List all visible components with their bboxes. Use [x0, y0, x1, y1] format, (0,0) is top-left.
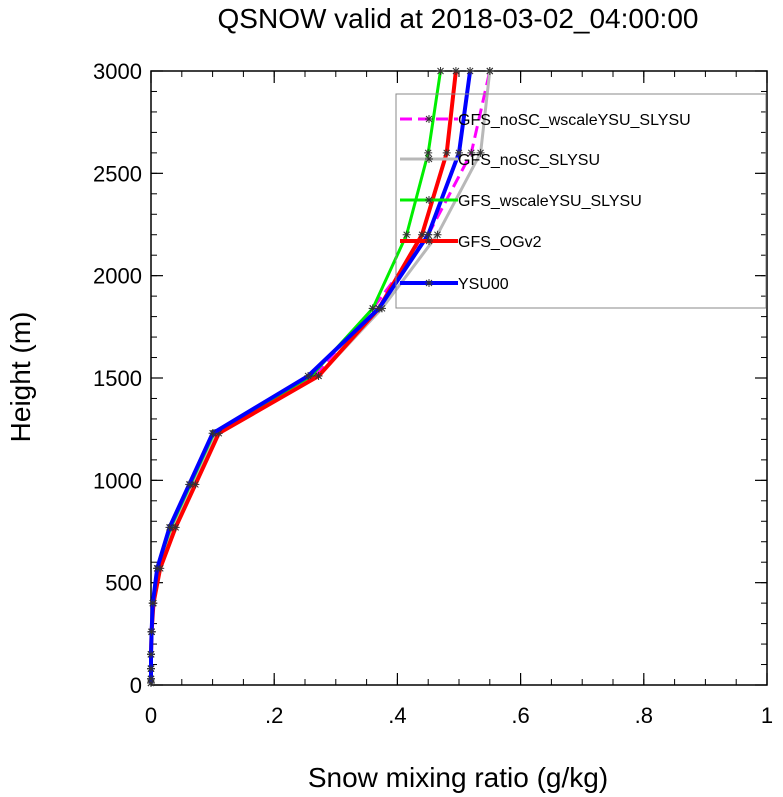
- legend-entry: YSU00: [400, 276, 509, 293]
- data-point-marker: [208, 429, 217, 438]
- data-point-marker: [451, 67, 460, 75]
- data-point-marker: [466, 67, 475, 75]
- legend-entry: GFS_OGv2: [400, 234, 542, 251]
- legend-label: GFS_OGv2: [458, 234, 542, 251]
- series-line: [149, 70, 492, 683]
- data-point-marker: [153, 564, 162, 573]
- y-tick-label: 0: [130, 673, 142, 698]
- x-tick-label: 1: [761, 703, 773, 728]
- y-tick-label: 3000: [93, 59, 142, 84]
- data-point-marker: [433, 230, 442, 239]
- data-point-marker: [402, 230, 411, 239]
- axes: 0 .2 .4 .6 .8 1 0 500 1000 1500 2000 2500 3000: [93, 59, 773, 728]
- series-line: [149, 70, 492, 683]
- legend-marker: [425, 196, 433, 204]
- legend-label: GFS_wscaleYSU_SLYSU: [458, 193, 642, 210]
- chart-title: QSNOW valid at 2018-03-02_04:00:00: [218, 3, 699, 34]
- legend-label: GFS_noSC_wscaleYSU_SLYSU: [458, 112, 691, 129]
- data-point-marker: [147, 664, 155, 673]
- data-point-marker: [147, 627, 156, 636]
- y-tick-label: 1500: [93, 366, 142, 391]
- data-point-marker: [424, 230, 433, 239]
- legend-marker: [425, 155, 433, 163]
- x-tick-label: .4: [388, 703, 406, 728]
- data-point-marker: [148, 599, 157, 608]
- y-tick-label: 2500: [93, 161, 142, 186]
- data-point-marker: [436, 67, 445, 75]
- data-point-marker: [147, 650, 155, 659]
- legend-marker: [425, 115, 433, 123]
- data-point-marker: [442, 148, 451, 157]
- data-point-marker: [485, 67, 494, 75]
- data-point-marker: [374, 304, 383, 313]
- x-tick-label: .8: [635, 703, 653, 728]
- series-YSU00: [147, 67, 475, 687]
- data-point-marker: [185, 480, 194, 489]
- x-tick-label: .6: [511, 703, 529, 728]
- y-tick-label: 2000: [93, 264, 142, 289]
- legend-box: [395, 93, 767, 309]
- data-point-marker: [476, 148, 485, 157]
- data-point-marker: [191, 480, 200, 489]
- x-tick-label: 0: [145, 703, 157, 728]
- legend-marker: [425, 279, 433, 287]
- data-point-marker: [424, 148, 433, 157]
- series-GFS_wscaleYSU_SLYSU: [147, 67, 445, 687]
- data-point-marker: [304, 371, 313, 380]
- x-tick-label: .2: [265, 703, 283, 728]
- legend-entry: GFS_wscaleYSU_SLYSU: [400, 193, 642, 210]
- y-axis-label: Height (m): [5, 312, 36, 443]
- legend-entry: GFS_noSC_wscaleYSU_SLYSU: [400, 112, 691, 129]
- series-line: [149, 70, 442, 683]
- x-axis-label: Snow mixing ratio (g/kg): [308, 762, 608, 793]
- legend-label: GFS_noSC_SLYSU: [458, 152, 600, 169]
- y-tick-label: 500: [105, 571, 142, 596]
- data-point-marker: [171, 523, 180, 532]
- legend-entry: GFS_noSC_SLYSU: [400, 152, 600, 169]
- series-layer: [147, 67, 494, 687]
- data-point-marker: [455, 148, 463, 157]
- legend-label: YSU00: [458, 276, 509, 293]
- data-point-marker: [314, 371, 323, 380]
- y-tick-label: 1000: [93, 468, 142, 493]
- data-point-marker: [467, 148, 476, 157]
- data-point-marker: [147, 674, 155, 683]
- legend-marker: [425, 237, 433, 245]
- data-point-marker: [165, 523, 174, 532]
- legend: GFS_noSC_wscaleYSU_SLYSU GFS_noSC_SLYSU GF…: [395, 93, 767, 309]
